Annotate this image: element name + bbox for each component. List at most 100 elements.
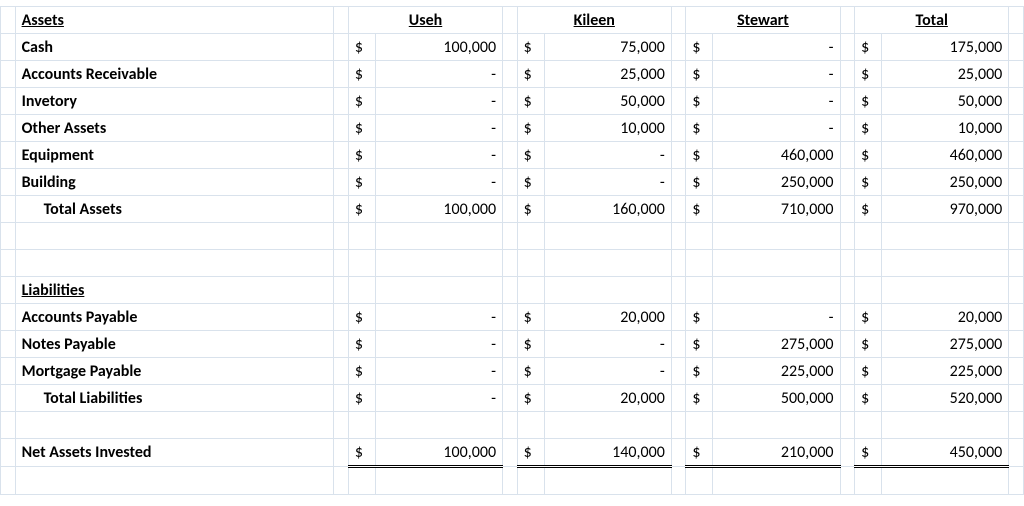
sep (503, 61, 518, 88)
total-liab-sym: $ (855, 385, 882, 412)
cell-blank (855, 250, 882, 277)
asset-val: - (713, 61, 840, 88)
asset-sym: $ (517, 169, 544, 196)
liab-val: - (376, 331, 503, 358)
cell-blank (1, 412, 16, 439)
total-assets-label: Total Assets (15, 196, 334, 223)
cell-blank (503, 467, 518, 495)
sep (1009, 358, 1024, 385)
cell-blank (334, 223, 349, 250)
row-label: Invetory (15, 88, 334, 115)
cell-blank (503, 412, 518, 439)
col-header: Kileen (517, 7, 671, 34)
asset-sym: $ (686, 169, 713, 196)
cell-blank (334, 467, 349, 495)
sep (1009, 439, 1024, 467)
cell-blank (334, 439, 349, 467)
assets-header: Assets (15, 7, 334, 34)
cell-blank (882, 277, 1009, 304)
cell-blank (840, 7, 855, 34)
asset-val: - (376, 61, 503, 88)
cell-blank (1, 250, 16, 277)
cell-blank (334, 250, 349, 277)
cell-blank (713, 467, 840, 495)
liabilities-header: Liabilities (15, 277, 334, 304)
net-assets-val: 140,000 (544, 439, 671, 467)
asset-val: - (713, 88, 840, 115)
row-label: Accounts Receivable (15, 61, 334, 88)
sep (671, 358, 686, 385)
sep (503, 439, 518, 467)
net-assets-label: Net Assets Invested (15, 439, 334, 467)
cell-blank (1009, 467, 1024, 495)
sep (503, 304, 518, 331)
sep (1009, 61, 1024, 88)
sep (503, 115, 518, 142)
liab-sym: $ (348, 304, 375, 331)
cell-blank (348, 223, 375, 250)
sep (503, 169, 518, 196)
cell-blank (1, 115, 16, 142)
sep (671, 115, 686, 142)
sep (1009, 331, 1024, 358)
cell-blank (671, 7, 686, 34)
cell-blank (334, 385, 349, 412)
asset-val: - (713, 115, 840, 142)
sep (1009, 142, 1024, 169)
net-assets-val: 210,000 (713, 439, 840, 467)
cell-blank (334, 358, 349, 385)
liab-sym: $ (855, 304, 882, 331)
cell-blank (671, 467, 686, 495)
asset-val: 10,000 (882, 115, 1009, 142)
cell-blank (713, 223, 840, 250)
cell-blank (544, 277, 671, 304)
cell-blank (15, 412, 334, 439)
sep (1009, 169, 1024, 196)
total-assets-val: 160,000 (544, 196, 671, 223)
cell-blank (334, 412, 349, 439)
cell-blank (1009, 223, 1024, 250)
cell-blank (334, 115, 349, 142)
col-header: Stewart (686, 7, 840, 34)
asset-sym: $ (855, 88, 882, 115)
asset-sym: $ (686, 61, 713, 88)
cell-blank (882, 223, 1009, 250)
liab-sym: $ (517, 304, 544, 331)
sep (671, 61, 686, 88)
asset-sym: $ (855, 169, 882, 196)
liab-sym: $ (517, 331, 544, 358)
asset-val: - (376, 88, 503, 115)
asset-sym: $ (517, 88, 544, 115)
sep (840, 34, 855, 61)
cell-blank (376, 467, 503, 495)
row-label: Accounts Payable (15, 304, 334, 331)
cell-blank (1, 358, 16, 385)
cell-blank (671, 223, 686, 250)
total-assets-sym: $ (686, 196, 713, 223)
cell-blank (334, 7, 349, 34)
asset-sym: $ (517, 115, 544, 142)
cell-blank (15, 223, 334, 250)
asset-sym: $ (855, 115, 882, 142)
net-assets-sym: $ (686, 439, 713, 467)
liab-val: - (544, 331, 671, 358)
liab-val: - (376, 304, 503, 331)
asset-sym: $ (348, 142, 375, 169)
cell-blank (1, 385, 16, 412)
liab-sym: $ (855, 331, 882, 358)
cell-blank (671, 412, 686, 439)
cell-blank (855, 467, 882, 495)
cell-blank (334, 34, 349, 61)
cell-blank (686, 467, 713, 495)
cell-blank (855, 223, 882, 250)
asset-val: - (376, 115, 503, 142)
cell-blank (376, 223, 503, 250)
asset-val: 50,000 (882, 88, 1009, 115)
cell-blank (1, 439, 16, 467)
cell-blank (544, 467, 671, 495)
cell-blank (517, 277, 544, 304)
net-assets-sym: $ (348, 439, 375, 467)
cell-blank (517, 250, 544, 277)
sep (1009, 34, 1024, 61)
asset-val: 100,000 (376, 34, 503, 61)
